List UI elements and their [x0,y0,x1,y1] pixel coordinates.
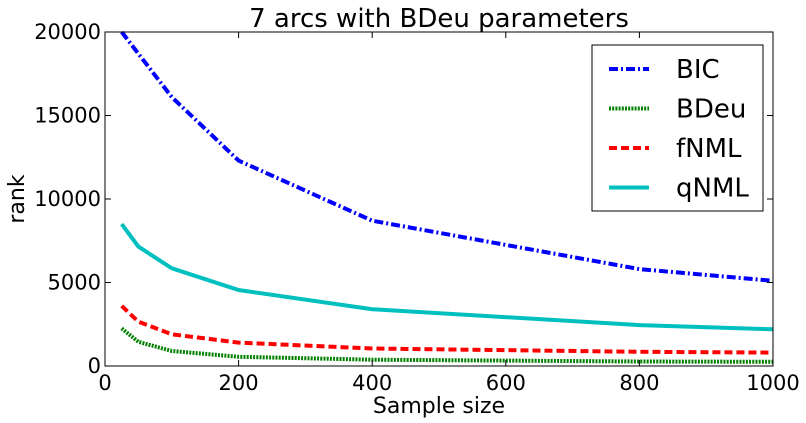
series-line-fnml [120,304,774,355]
chart-title: 7 arcs with BDeu parameters [249,4,629,34]
series-line-bdeu [120,326,774,364]
legend-label-qnml: qNML [676,174,749,204]
legend: BIC BDeu fNML qNML [591,44,764,212]
legend-label-bic: BIC [676,55,720,85]
y-tick-label: 20000 [34,20,101,44]
legend-label-fnml: fNML [676,134,742,164]
x-axis: 0 200 400 600 800 1000 [98,32,800,395]
y-tick-label: 0 [88,354,101,378]
y-tick-label: 10000 [34,187,101,211]
series-line-bic [120,30,774,283]
x-tick-label: 1000 [746,371,799,395]
x-axis-label: Sample size [373,394,505,419]
legend-box [591,44,764,212]
x-tick-label: 200 [219,371,259,395]
x-tick-label: 600 [486,371,526,395]
legend-label-bdeu: BDeu [676,95,746,125]
x-tick-label: 800 [619,371,659,395]
y-tick-label: 15000 [34,104,101,128]
x-tick-label: 0 [98,371,111,395]
y-tick-label: 5000 [48,271,101,295]
series-line-qnml [120,222,774,332]
y-axis-label: rank [5,174,30,223]
x-tick-label: 400 [352,371,392,395]
y-axis: 0 5000 10000 15000 20000 [34,20,773,378]
